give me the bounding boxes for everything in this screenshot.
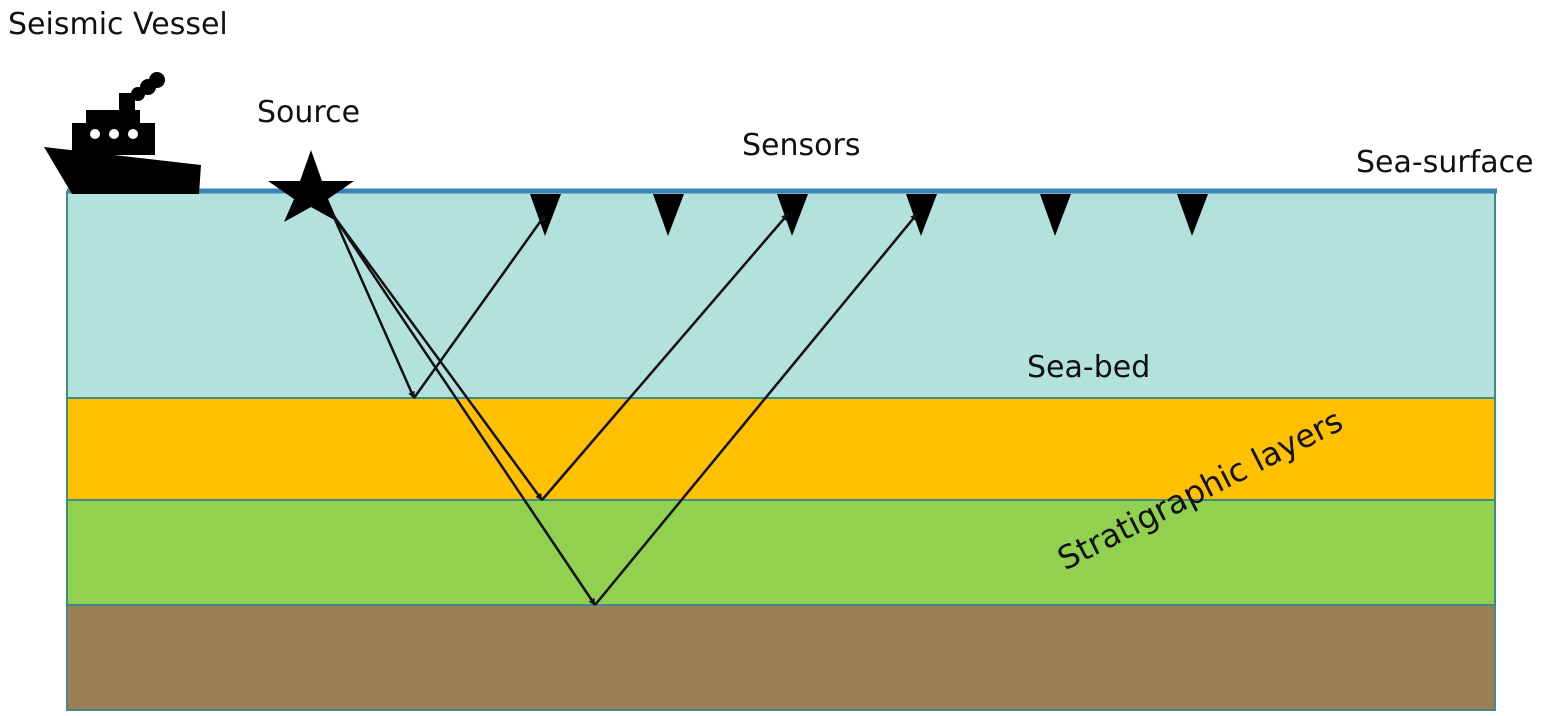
star-icon [268, 150, 354, 222]
sensor-array [530, 194, 1208, 236]
ray-down-seabed [331, 214, 416, 399]
sensor-triangle-icon [1177, 194, 1208, 236]
sensor-triangle-icon [777, 194, 808, 236]
seismic-vessel-label: Seismic Vessel [8, 7, 228, 42]
sensors-label: Sensors [742, 128, 861, 163]
ray-up-layer-2 [594, 213, 918, 606]
water-layer [67, 192, 1495, 398]
layer-1 [67, 398, 1495, 500]
sensor-triangle-icon [1040, 194, 1071, 236]
ray-down-layer-1 [331, 214, 544, 501]
ray-down-layer-2 [331, 214, 597, 606]
sea-surface-label: Sea-surface [1356, 145, 1534, 180]
sensor-triangle-icon [653, 194, 684, 236]
ship-icon [44, 72, 201, 194]
sensor-triangle-icon [906, 194, 937, 236]
sensor-triangle-icon [530, 194, 561, 236]
layer-2 [67, 500, 1495, 605]
layer-3 [67, 605, 1495, 710]
ray-paths [331, 213, 918, 606]
source-label: Source [257, 95, 361, 130]
sea-bed-label: Sea-bed [1027, 350, 1151, 385]
ray-up-layer-1 [541, 213, 789, 501]
